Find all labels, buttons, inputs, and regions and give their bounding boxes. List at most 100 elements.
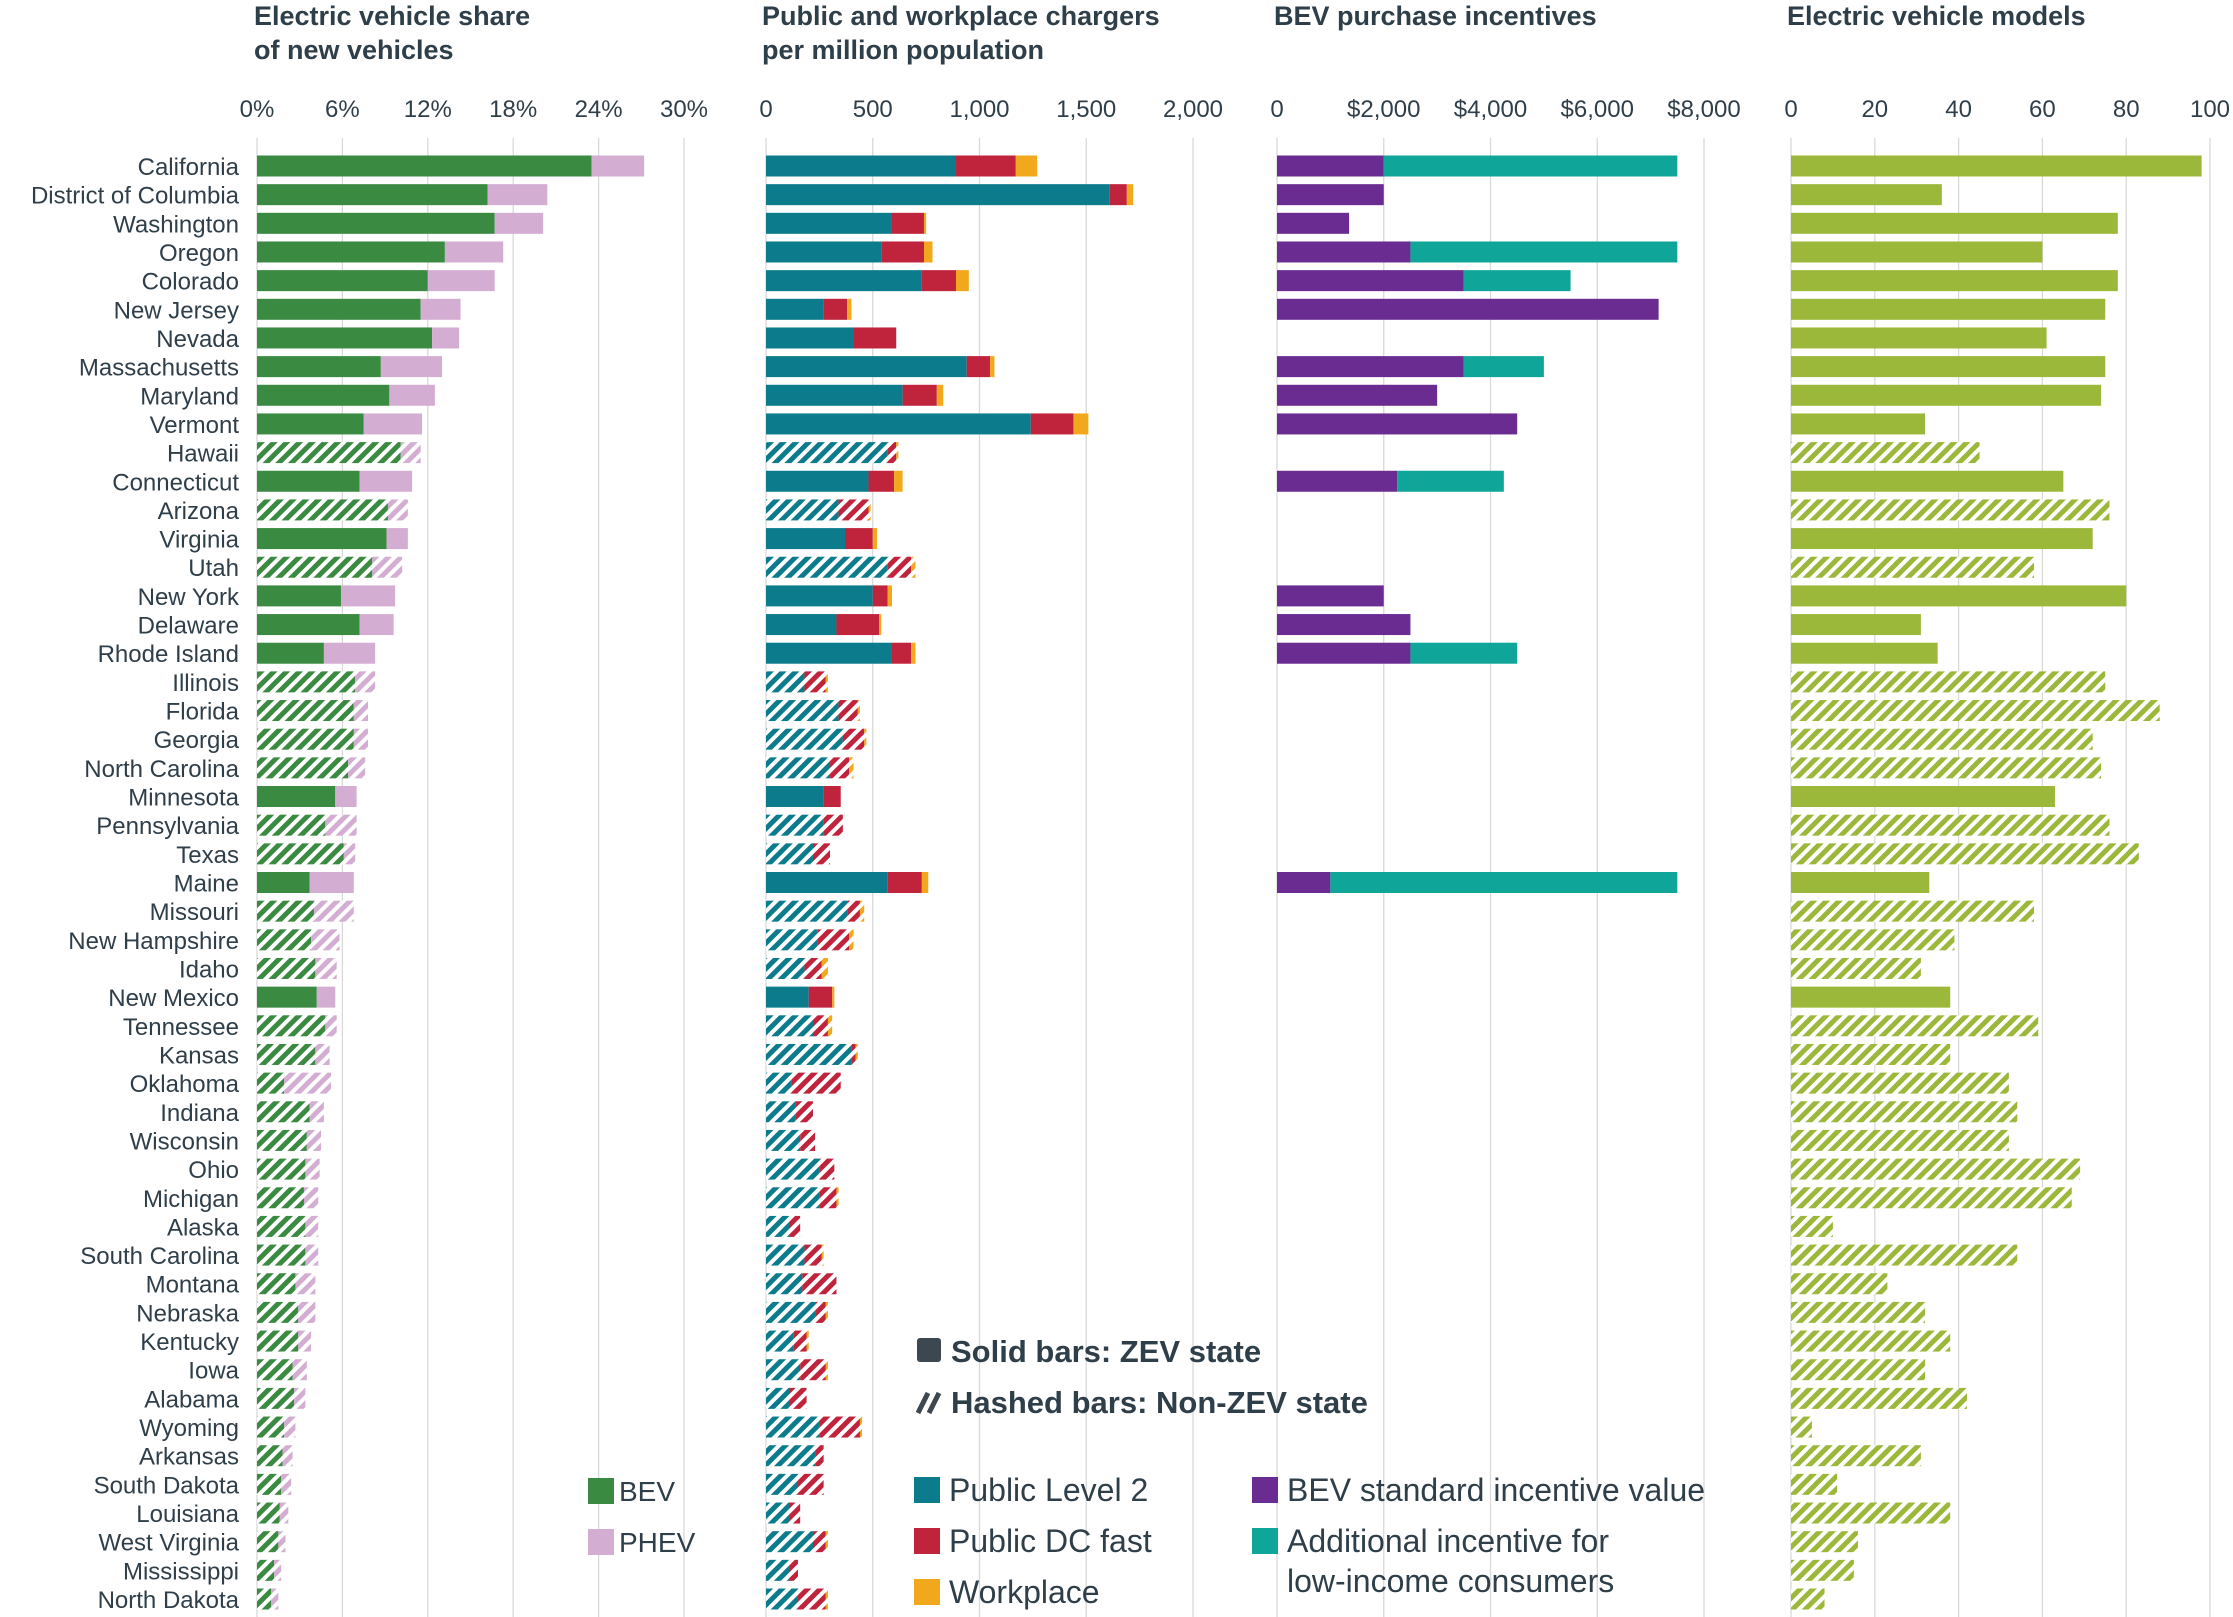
state-label: Rhode Island: [98, 641, 239, 668]
state-label: Idaho: [179, 956, 239, 983]
bar-bev: [257, 499, 388, 521]
bar-workplace: [923, 212, 927, 234]
tick-label: 0: [1784, 96, 1797, 123]
bar-phev: [274, 1559, 282, 1581]
bar-phev: [325, 814, 357, 836]
tick-label: 0%: [240, 96, 275, 123]
bar-public-dc-fast: [838, 700, 858, 722]
bar-workplace: [923, 241, 933, 263]
bar-additional-incentive-for-low-income-consumers: [1397, 470, 1504, 492]
bar-phev: [311, 929, 340, 951]
bar-workplace: [806, 1330, 809, 1352]
bar-workplace: [911, 556, 916, 578]
bar-phev: [591, 155, 645, 177]
bar-public-dc-fast: [1030, 413, 1074, 435]
bar-public-level-2: [766, 413, 1031, 435]
bar-public-level-2: [766, 1301, 816, 1323]
bar-public-dc-fast: [819, 1187, 837, 1209]
bar-workplace: [825, 1301, 828, 1323]
bar-workplace: [847, 298, 852, 320]
bar-bev: [257, 212, 495, 234]
panel4-title: Electric vehicle models: [1787, 1, 2086, 31]
bar-bev: [257, 957, 316, 979]
bar-workplace: [1126, 184, 1134, 206]
bar-bev: [257, 1015, 326, 1037]
dcfast-swatch: [914, 1528, 940, 1554]
bar-public-level-2: [766, 241, 882, 263]
bar-public-level-2: [766, 614, 837, 636]
bar-public-dc-fast: [823, 298, 848, 320]
bar-bev: [257, 700, 354, 722]
bar-additional-incentive-for-low-income-consumers: [1383, 155, 1678, 177]
bar-public-dc-fast: [789, 1387, 807, 1409]
bar-workplace: [990, 356, 995, 378]
bar-public-level-2: [766, 1187, 820, 1209]
bar-public-level-2: [766, 786, 824, 808]
bar-bev-standard-incentive-value: [1277, 241, 1411, 263]
bar-bev-standard-incentive-value: [1277, 155, 1384, 177]
bar-electric-vehicle-models: [1791, 1301, 1926, 1323]
legend-workplace-label: Workplace: [949, 1574, 1100, 1610]
tick-label: 12%: [404, 96, 452, 123]
bar-phev: [284, 1072, 332, 1094]
bar-phev: [363, 413, 423, 435]
bar-bev: [257, 442, 401, 464]
tick-label: 500: [853, 96, 893, 123]
state-label: Maine: [174, 871, 239, 898]
legend-zev: Solid bars: ZEV state Hashed bars: Non-Z…: [915, 1334, 1368, 1420]
panel3-title: BEV purchase incentives: [1274, 1, 1597, 31]
bar-electric-vehicle-models: [1791, 700, 2160, 722]
bar-workplace: [896, 442, 899, 464]
legend-hashed-label: Hashed bars: Non-ZEV state: [951, 1385, 1368, 1420]
bar-bev: [257, 1416, 285, 1438]
state-label: California: [138, 154, 240, 181]
legend-share: BEV PHEV: [588, 1476, 696, 1558]
state-label: New Jersey: [114, 297, 239, 324]
bar-public-dc-fast: [891, 642, 912, 664]
bar-electric-vehicle-models: [1791, 1187, 2072, 1209]
bar-public-level-2: [766, 1244, 805, 1266]
state-label: Massachusetts: [79, 355, 239, 382]
bar-electric-vehicle-models: [1791, 728, 2093, 750]
bar-bev: [257, 614, 360, 636]
bar-bev: [257, 1244, 306, 1266]
bar-workplace: [894, 470, 903, 492]
bar-bev: [257, 1588, 272, 1610]
bar-electric-vehicle-models: [1791, 1330, 1951, 1352]
bar-public-dc-fast: [800, 1359, 826, 1381]
bar-electric-vehicle-models: [1791, 298, 2106, 320]
bar-phev: [282, 1445, 293, 1467]
bar-phev: [316, 986, 336, 1008]
tick-label: 30%: [660, 96, 708, 123]
bar-workplace: [936, 384, 944, 406]
bar-public-dc-fast: [887, 556, 912, 578]
state-label: District of Columbia: [31, 183, 240, 210]
bar-workplace: [849, 929, 854, 951]
bar-phev: [315, 1043, 330, 1065]
bar-bev: [257, 900, 314, 922]
bar-bev: [257, 241, 445, 263]
low-income-swatch: [1252, 1528, 1278, 1554]
bar-bev: [257, 1531, 279, 1553]
bar-public-level-2: [766, 1531, 813, 1553]
bar-public-level-2: [766, 757, 831, 779]
bar-public-level-2: [766, 298, 824, 320]
state-label: Oregon: [159, 240, 239, 267]
bar-public-dc-fast: [793, 1330, 807, 1352]
bar-public-level-2: [766, 270, 922, 292]
state-label: Hawaii: [167, 441, 239, 468]
state-label: Kansas: [159, 1042, 239, 1069]
bar-electric-vehicle-models: [1791, 1387, 1967, 1409]
tick-label: $4,000: [1454, 96, 1527, 123]
tick-label: 0: [759, 96, 772, 123]
bar-bev: [257, 1387, 295, 1409]
bar-bev: [257, 1273, 296, 1295]
bar-phev: [355, 671, 376, 693]
bar-public-level-2: [766, 470, 869, 492]
state-label: Utah: [188, 555, 239, 582]
bar-public-level-2: [766, 384, 903, 406]
bar-public-dc-fast: [956, 155, 1016, 177]
bar-electric-vehicle-models: [1791, 1101, 2018, 1123]
bar-bev-standard-incentive-value: [1277, 642, 1411, 664]
